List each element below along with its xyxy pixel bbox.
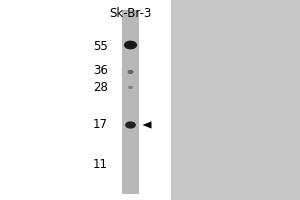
Text: 36: 36: [93, 64, 108, 77]
Text: 11: 11: [93, 158, 108, 171]
Text: 28: 28: [93, 81, 108, 94]
Text: 55: 55: [93, 40, 108, 52]
Circle shape: [128, 70, 134, 74]
Text: 17: 17: [93, 118, 108, 132]
Circle shape: [125, 121, 136, 129]
Bar: [122, 10, 139, 194]
Text: Sk-Br-3: Sk-Br-3: [109, 7, 152, 20]
Bar: [171, 0, 300, 200]
Circle shape: [128, 86, 133, 89]
Polygon shape: [142, 121, 152, 129]
Circle shape: [124, 41, 137, 49]
